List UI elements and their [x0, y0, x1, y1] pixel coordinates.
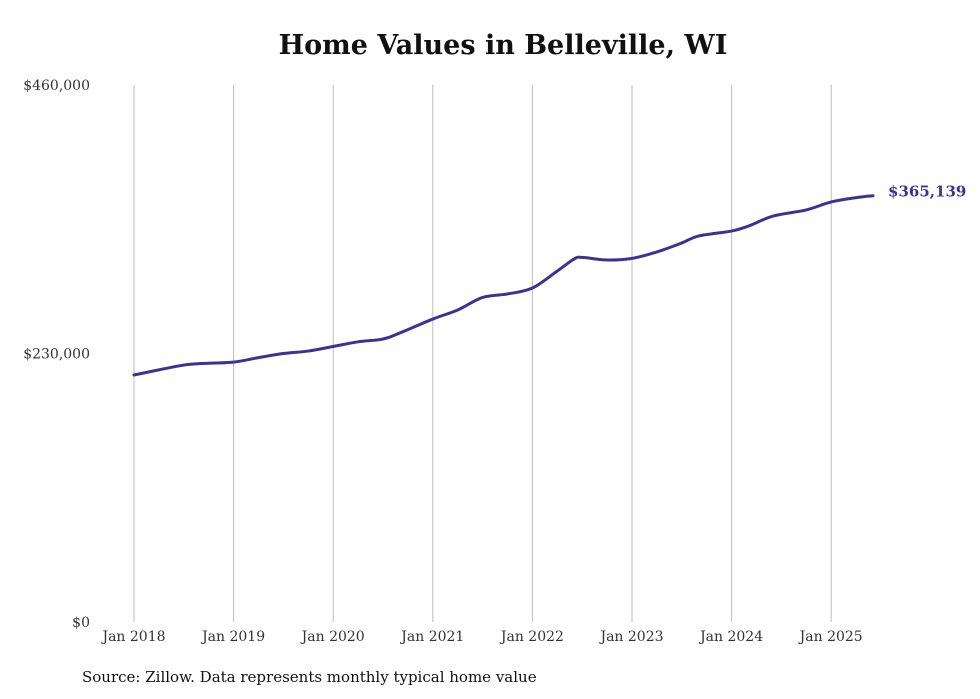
x-tick-label: Jan 2020 — [300, 629, 365, 645]
series-line — [132, 194, 875, 377]
end-value-label: $365,139 — [888, 183, 966, 201]
x-tick-label: Jan 2024 — [698, 629, 763, 645]
x-tick-label: Jan 2018 — [100, 629, 165, 645]
x-tick-label: Jan 2019 — [200, 629, 265, 645]
chart-title: Home Values in Belleville, WI — [278, 30, 728, 61]
y-tick-label: $0 — [72, 615, 90, 631]
y-tick-label: $460,000 — [23, 78, 90, 94]
source-note: Source: Zillow. Data represents monthly … — [82, 668, 537, 686]
y-tick-label: $230,000 — [23, 347, 90, 363]
x-tick-label: Jan 2022 — [499, 629, 564, 645]
x-tick-label: Jan 2021 — [399, 629, 464, 645]
x-tick-label: Jan 2023 — [598, 629, 663, 645]
x-tick-label: Jan 2025 — [798, 629, 863, 645]
